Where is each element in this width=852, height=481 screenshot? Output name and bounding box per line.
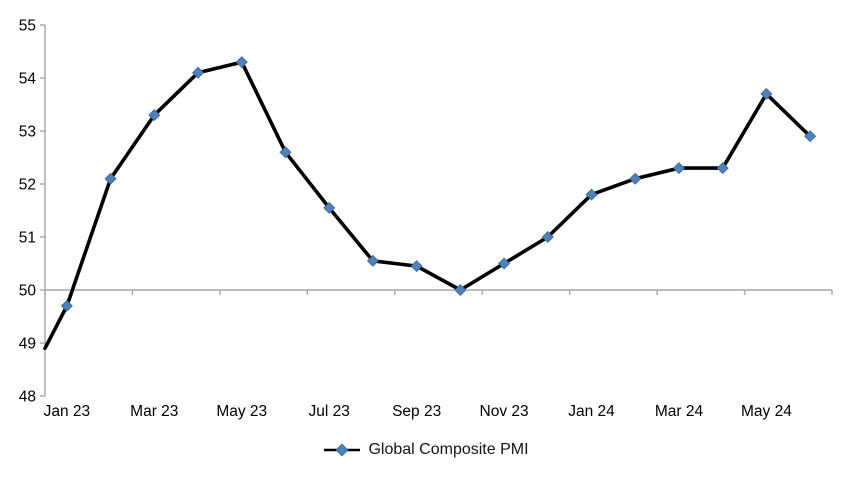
y-tick-label: 52 — [19, 177, 36, 194]
data-point-marker — [366, 254, 379, 267]
data-point-marker — [148, 109, 161, 122]
x-tick-label: Sep 23 — [392, 403, 441, 420]
data-point-marker — [410, 260, 423, 273]
data-point-marker — [498, 257, 511, 270]
data-point-marker — [716, 162, 729, 175]
data-point-marker — [760, 87, 773, 100]
y-tick-label: 54 — [19, 71, 37, 88]
data-point-marker — [804, 130, 817, 143]
y-tick-label: 53 — [19, 124, 36, 141]
data-point-marker — [192, 66, 205, 79]
y-tick-label: 50 — [19, 283, 37, 300]
x-tick-label: Jan 23 — [44, 403, 91, 420]
legend-line-diamond-icon — [323, 441, 361, 459]
data-point-marker — [104, 172, 117, 185]
series-line — [43, 60, 812, 351]
y-tick-label: 55 — [19, 18, 36, 35]
data-point-marker — [672, 162, 685, 175]
legend: Global Composite PMI — [0, 441, 852, 459]
data-point-marker — [585, 188, 598, 201]
legend-series-label: Global Composite PMI — [368, 441, 529, 458]
data-point-marker — [279, 146, 292, 159]
x-tick-label: Jan 24 — [568, 403, 615, 420]
x-tick-label: Nov 23 — [480, 403, 529, 420]
x-tick-label: May 24 — [741, 403, 792, 420]
y-tick-label: 48 — [19, 389, 36, 406]
y-tick-label: 51 — [19, 230, 36, 247]
x-tick-label: Jul 23 — [309, 403, 350, 420]
data-point-marker — [454, 283, 467, 297]
data-point-marker — [541, 230, 554, 244]
data-point-marker — [323, 201, 336, 214]
x-tick-label: May 23 — [216, 403, 267, 420]
x-tick-label: Mar 23 — [130, 403, 178, 420]
y-tick-label: 49 — [19, 336, 36, 353]
data-point-marker — [60, 299, 73, 312]
x-tick-label: Mar 24 — [655, 403, 704, 420]
data-point-marker — [235, 56, 248, 69]
data-point-marker — [629, 172, 642, 185]
